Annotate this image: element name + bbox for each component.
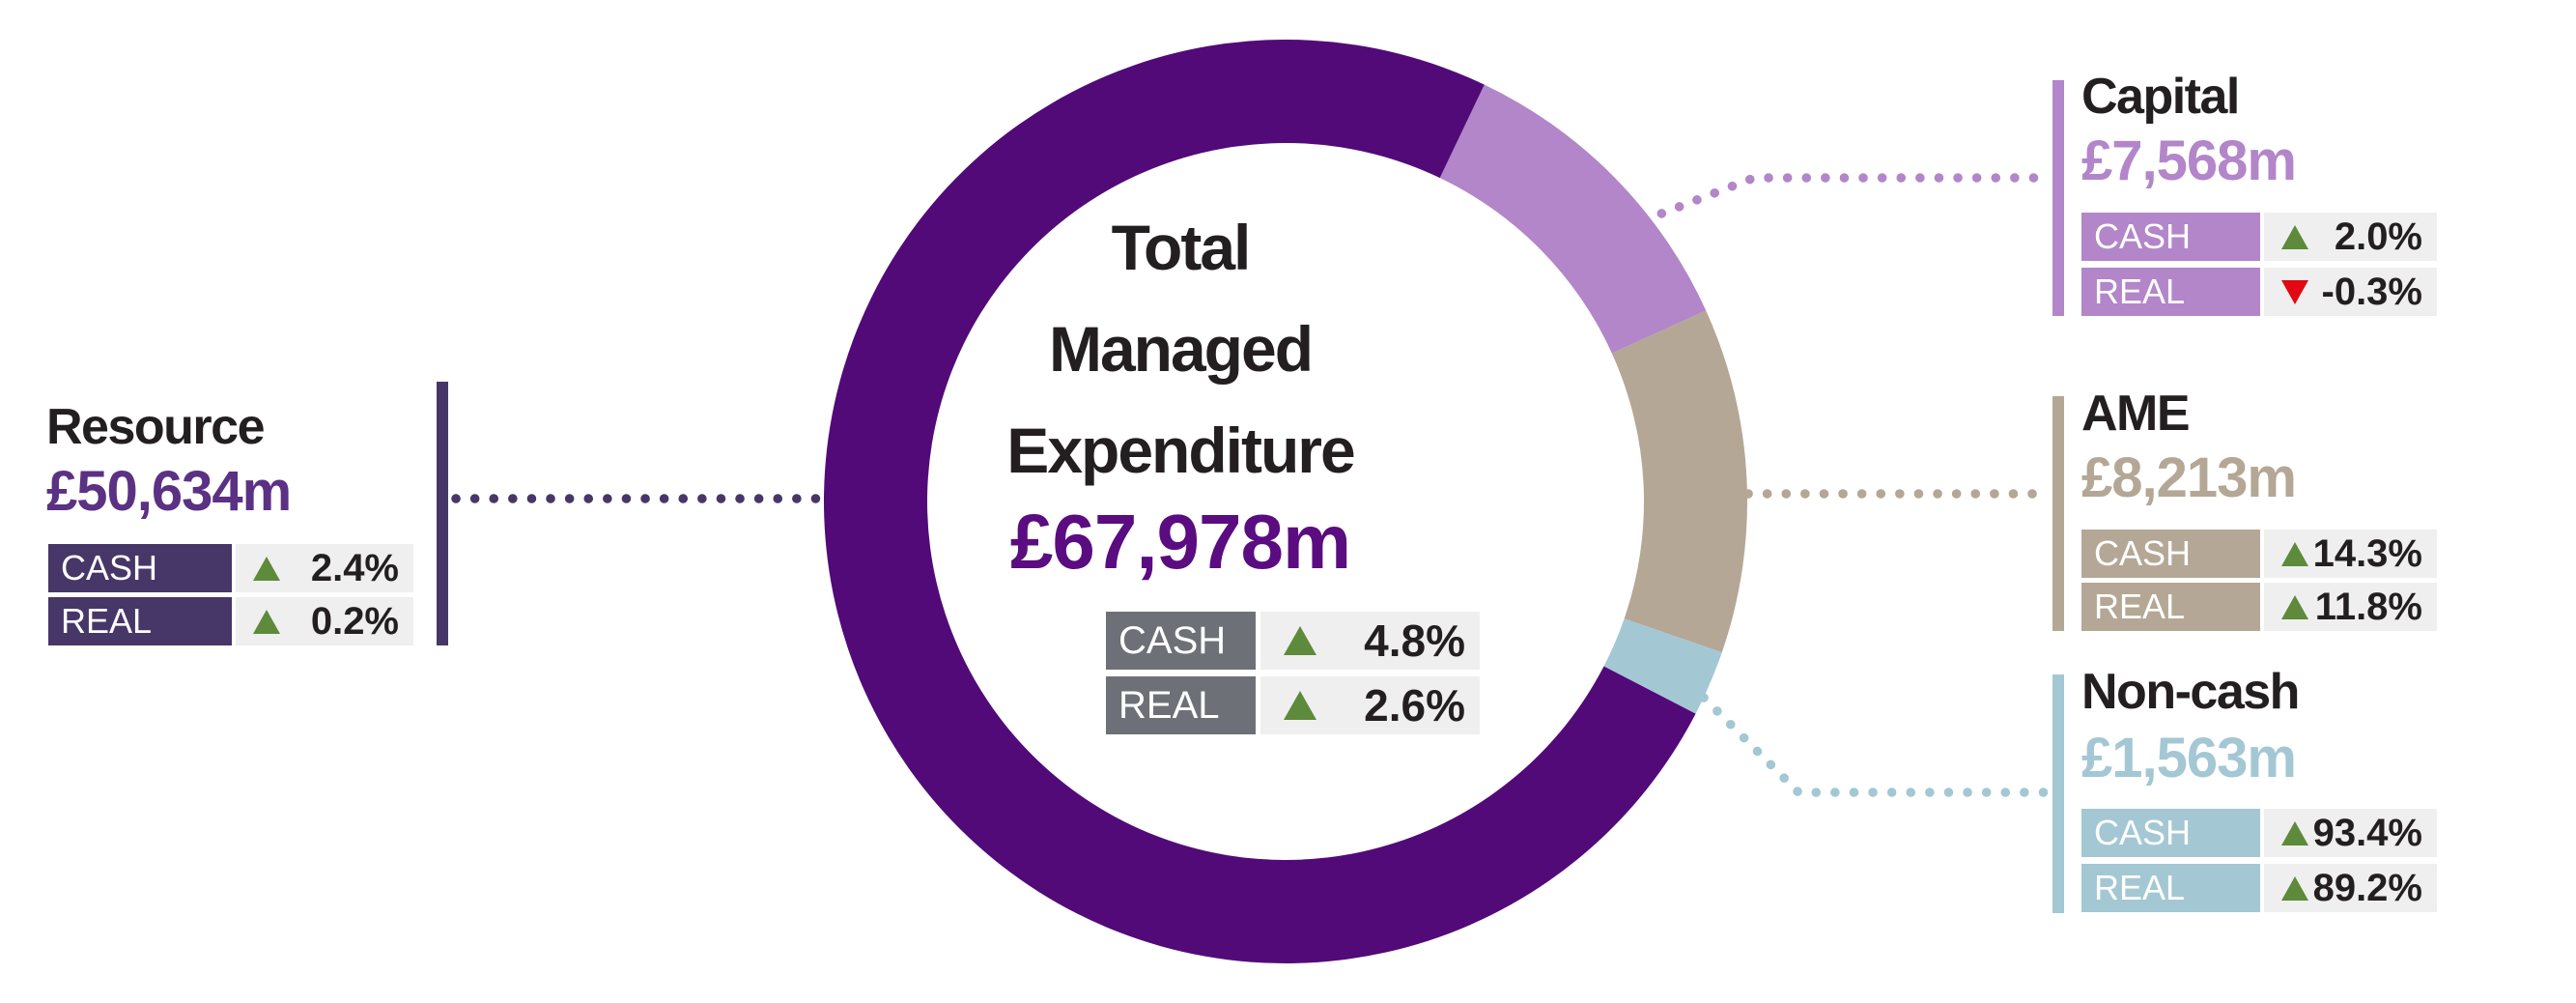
stat-value: 14.3% [2312,531,2422,575]
triangle-up-icon [2281,820,2308,845]
stat-value-box: 4.8% [1260,612,1480,670]
triangle-up-icon [2281,594,2308,619]
connector-lines [451,173,2053,797]
donut-center-title: Total Managed Expenditure [852,197,1509,502]
stat-value: -0.3% [2321,270,2423,313]
noncash-real-row: REAL 89.2% [2081,864,2437,912]
stat-value-box: 2.0% [2264,213,2437,261]
stat-value-box: -0.3% [2264,268,2437,316]
stat-value-box: 14.3% [2264,530,2437,578]
triangle-up-icon [1284,691,1316,720]
stat-label-cash: CASH [2081,809,2260,857]
stat-value: 93.4% [2312,811,2422,854]
stat-value: 4.8% [1364,616,1465,666]
stat-value: 2.4% [310,546,399,589]
callout-accent-bar [437,382,448,645]
segment-value: £8,213m [2081,446,2297,509]
stat-label-real: REAL [2081,268,2260,316]
capital-real-row: REAL -0.3% [2081,268,2437,316]
segment-value: £1,563m [2081,727,2297,789]
ame-real-row: REAL 11.8% [2081,583,2437,631]
stat-value-box: 11.8% [2264,583,2437,631]
stat-value-box: 89.2% [2264,864,2437,912]
stat-label-real: REAL [2081,583,2260,631]
total-real-row: REAL 2.6% [1106,676,1480,734]
triangle-up-icon [1284,626,1316,655]
stat-label-cash: CASH [2081,530,2260,578]
segment-title: Resource [46,399,266,455]
noncash-cash-row: CASH 93.4% [2081,809,2437,857]
triangle-up-icon [2281,541,2308,566]
stat-label-real: REAL [1106,676,1256,734]
triangle-down-icon [2281,279,2308,304]
stat-value-box: 0.2% [236,597,413,645]
total-cash-row: CASH 4.8% [1106,612,1480,670]
capital-cash-row: CASH 2.0% [2081,213,2437,261]
segment-title: Non-cash [2081,664,2300,720]
segment-title: AME [2081,386,2191,442]
segment-value: £50,634m [46,460,292,523]
stat-value: 2.0% [2334,215,2422,258]
callout-accent-bar [2052,396,2064,631]
connector-noncash [1699,693,2053,797]
triangle-up-icon [2281,875,2308,901]
center-title-line1: Total [1111,212,1252,283]
stat-label-cash: CASH [2081,213,2260,261]
donut-segment-capital [1439,84,1707,354]
donut-ring [824,39,1747,963]
center-title-line3: Expenditure [1006,415,1355,486]
callout-accent-bar [2052,674,2064,913]
resource-cash-row: CASH 2.4% [48,544,413,592]
donut-segment-non-cash [1603,618,1722,714]
stat-label-cash: CASH [48,544,232,592]
segment-title: Capital [2081,69,2240,125]
stat-value-box: 2.6% [1260,676,1480,734]
stat-value: 0.2% [310,599,399,643]
stat-label-cash: CASH [1106,612,1256,670]
stat-value-box: 2.4% [236,544,413,592]
donut-center-value: £67,978m [1009,499,1351,585]
donut-segment-ame [1611,310,1747,653]
stat-value: 89.2% [2312,866,2422,909]
resource-real-row: REAL 0.2% [48,597,413,645]
stat-value: 2.6% [1364,680,1465,731]
callout-accent-bar [2052,80,2064,316]
ame-cash-row: CASH 14.3% [2081,530,2437,578]
stat-value: 11.8% [2314,585,2422,628]
center-title-line2: Managed [1048,313,1314,385]
connector-capital [1639,173,2053,225]
triangle-up-icon [253,556,280,581]
stat-label-real: REAL [48,597,232,645]
triangle-up-icon [2281,224,2308,249]
segment-value: £7,568m [2081,129,2297,192]
stat-value-box: 93.4% [2264,809,2437,857]
triangle-up-icon [253,609,280,634]
stat-label-real: REAL [2081,864,2260,912]
